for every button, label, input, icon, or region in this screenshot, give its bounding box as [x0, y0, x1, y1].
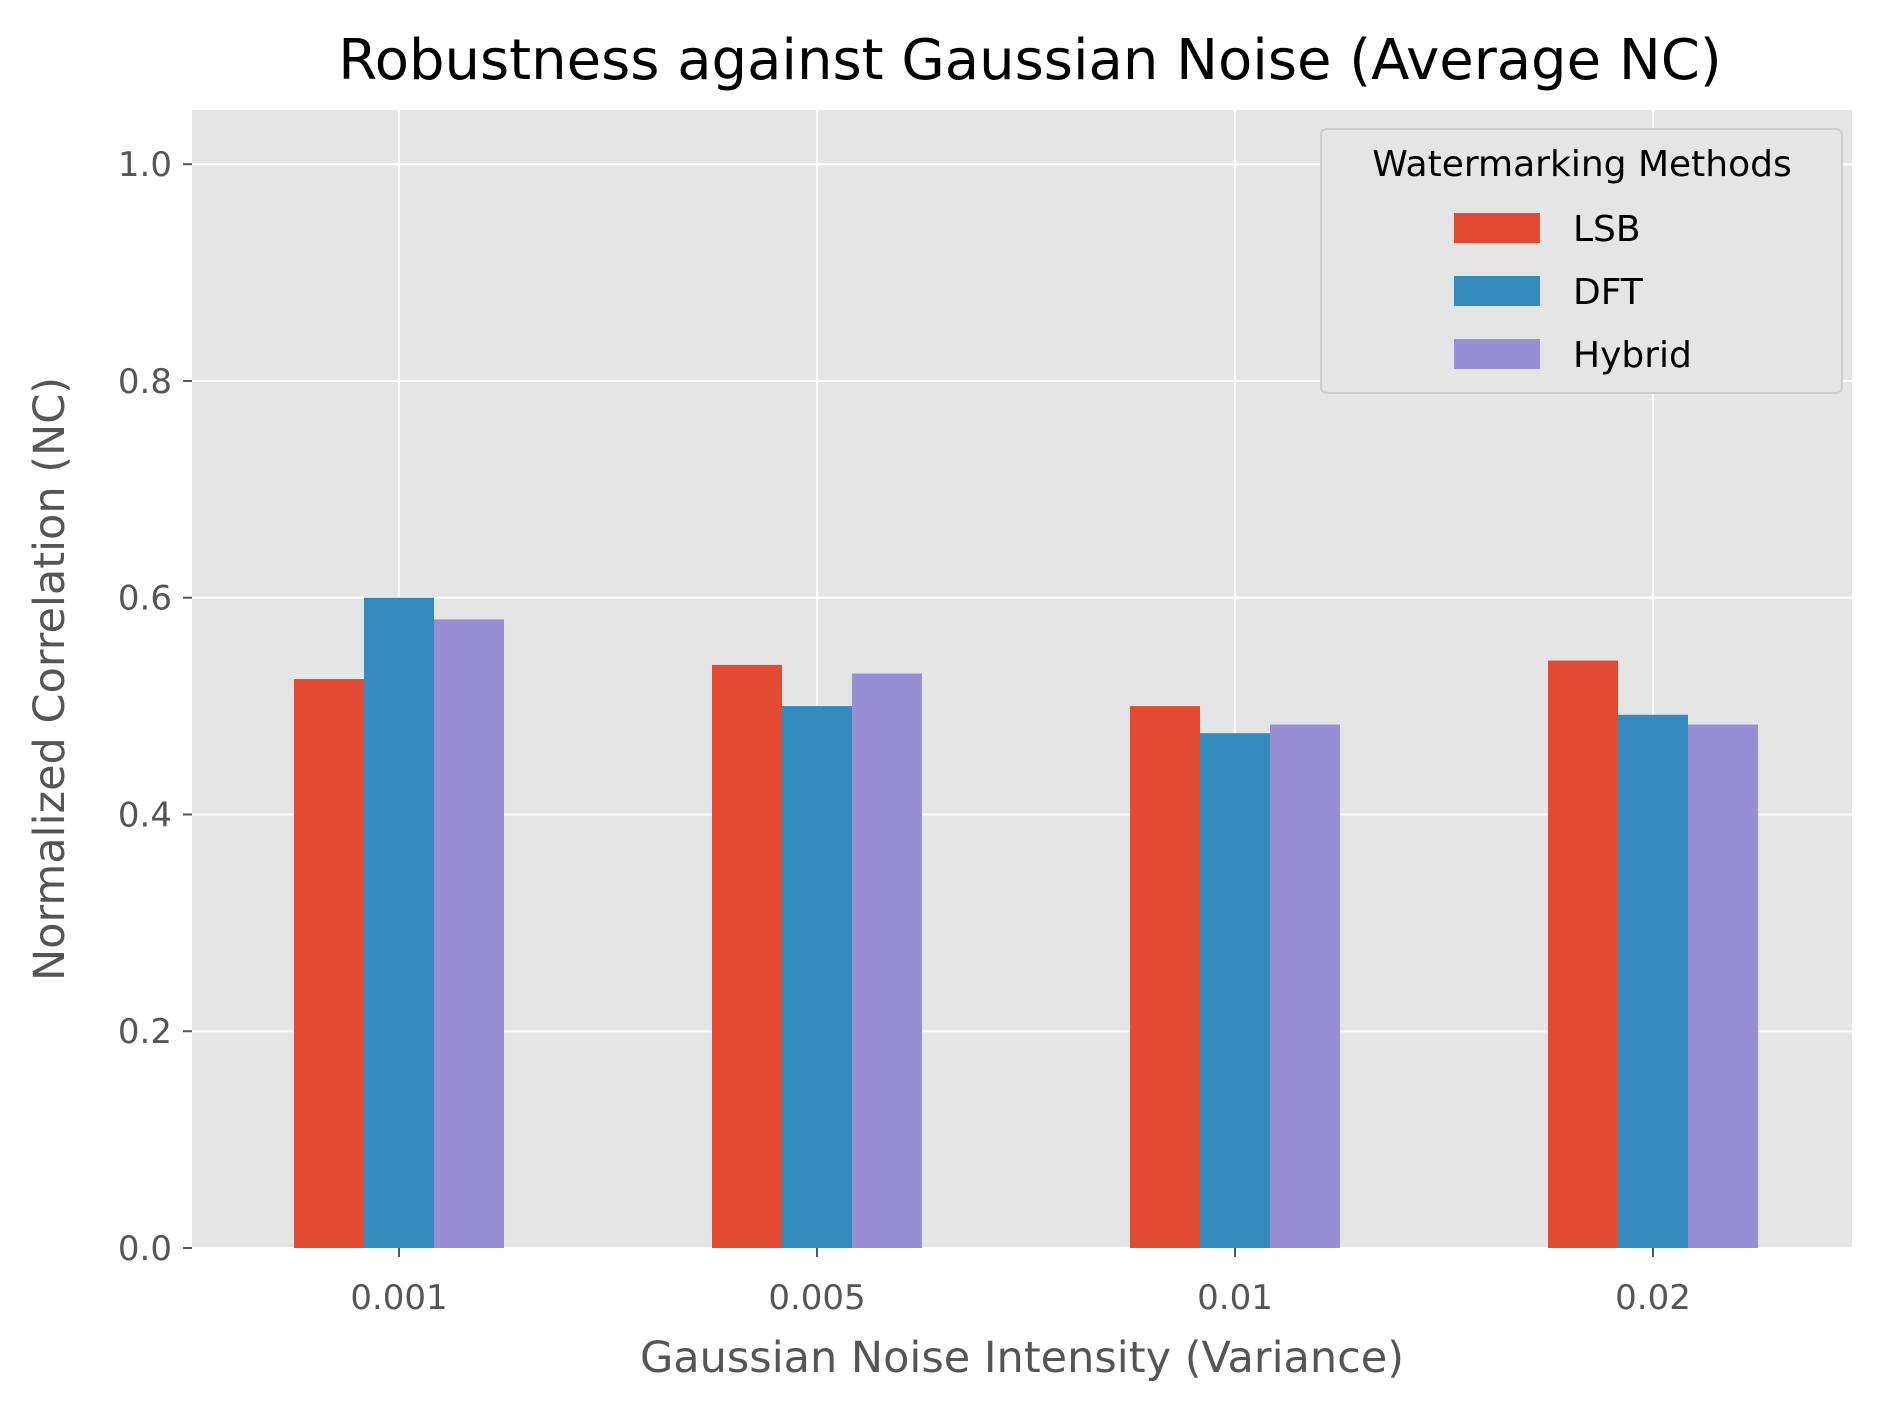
y-tick-label: 0.0	[118, 1229, 172, 1269]
legend: Watermarking Methods LSB DFT Hybrid	[1320, 128, 1843, 394]
bar-dft-0.01	[1200, 733, 1270, 1248]
bar-lsb-0.01	[1130, 706, 1200, 1248]
legend-swatch-dft	[1454, 276, 1540, 306]
y-tick-label: 0.8	[118, 362, 172, 402]
legend-label-hybrid: Hybrid	[1573, 335, 1692, 376]
legend-label-dft: DFT	[1573, 272, 1644, 313]
bar-hybrid-0.001	[434, 619, 504, 1248]
bar-dft-0.005	[782, 706, 852, 1248]
legend-label-lsb: LSB	[1573, 209, 1641, 250]
y-axis-label: Normalized Correlation (NC)	[25, 377, 75, 981]
legend-swatch-lsb	[1454, 213, 1540, 243]
bar-lsb-0.005	[712, 664, 782, 1248]
x-tick-label: 0.001	[350, 1278, 447, 1318]
legend-swatch-hybrid	[1454, 339, 1540, 369]
bar-dft-0.02	[1618, 714, 1688, 1248]
x-axis: 0.001 0.005 0.01 0.02	[350, 1248, 1691, 1318]
x-tick-label: 0.01	[1197, 1278, 1273, 1318]
x-tick-label: 0.005	[768, 1278, 865, 1318]
legend-title: Watermarking Methods	[1372, 144, 1791, 185]
x-tick-label: 0.02	[1615, 1278, 1691, 1318]
y-tick-label: 0.2	[118, 1012, 172, 1052]
y-tick-label: 0.6	[118, 579, 172, 619]
y-tick-label: 0.4	[118, 795, 172, 835]
bar-hybrid-0.01	[1270, 724, 1340, 1248]
legend-entries: LSB DFT Hybrid	[1454, 209, 1692, 376]
legend-box	[1320, 128, 1843, 394]
bar-hybrid-0.005	[852, 673, 922, 1248]
y-axis: 0.0 0.2 0.4 0.6 0.8 1.0	[118, 145, 192, 1269]
bar-dft-0.001	[364, 597, 434, 1248]
bars	[294, 597, 1758, 1248]
chart-title: Robustness against Gaussian Noise (Avera…	[338, 28, 1721, 93]
bar-lsb-0.001	[294, 679, 364, 1248]
x-axis-label: Gaussian Noise Intensity (Variance)	[640, 1333, 1404, 1383]
y-tick-label: 1.0	[118, 145, 172, 185]
bar-lsb-0.02	[1548, 660, 1618, 1248]
bar-hybrid-0.02	[1688, 724, 1758, 1248]
